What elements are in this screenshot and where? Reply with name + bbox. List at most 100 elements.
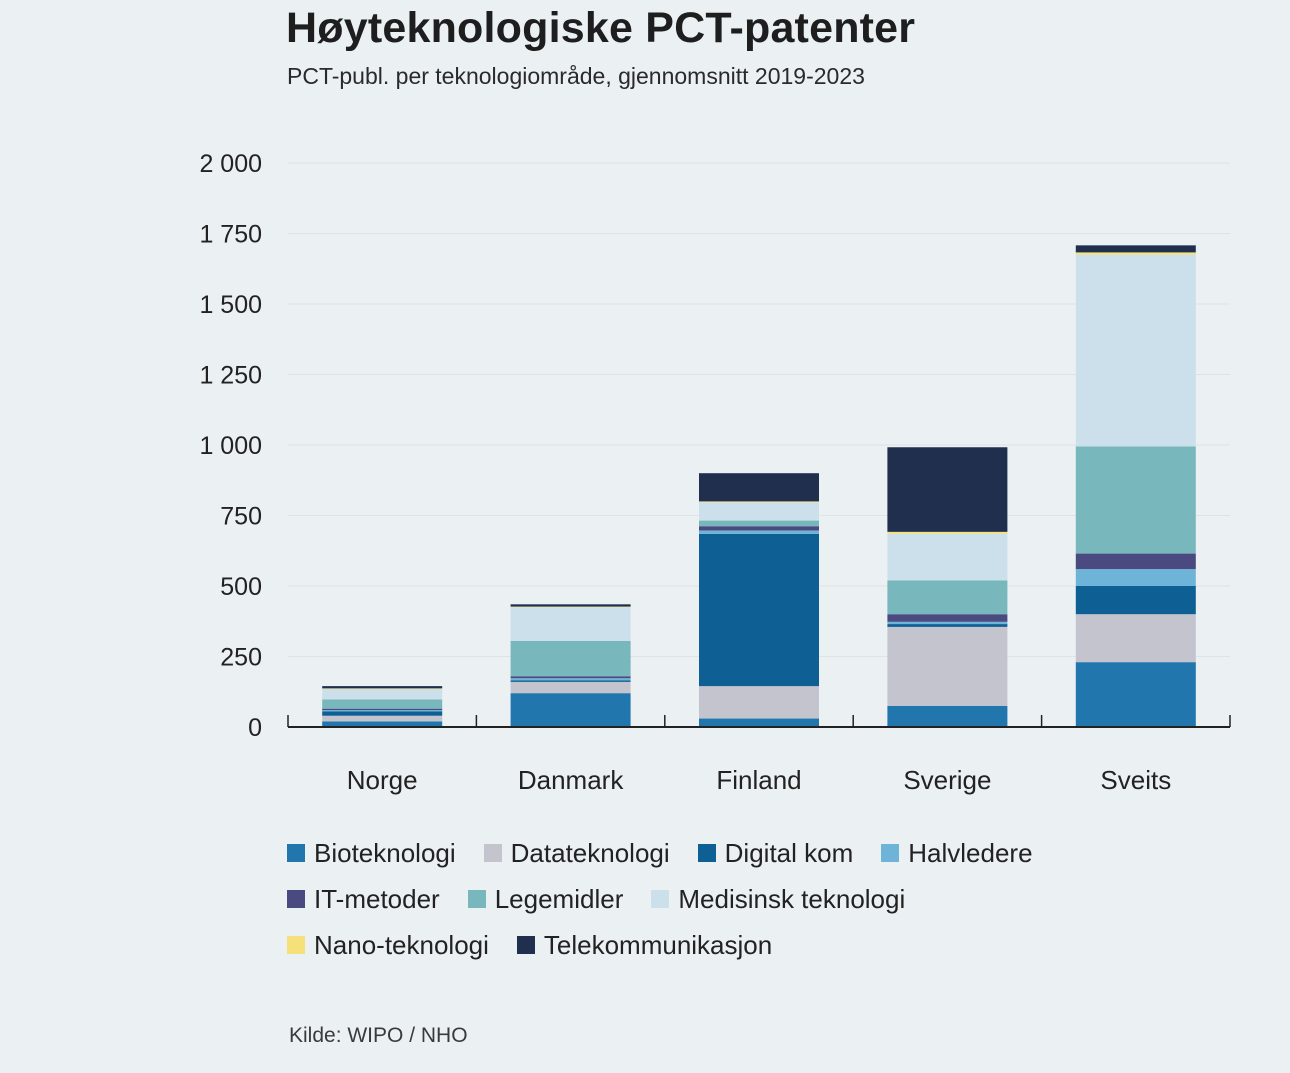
legend-swatch (697, 844, 716, 862)
y-tick-label: 1 000 (199, 432, 262, 460)
y-tick-label: 750 (220, 503, 262, 531)
x-axis (287, 715, 1231, 728)
bars (322, 245, 1196, 727)
bar-stack (1075, 245, 1196, 727)
bar-segment (510, 606, 631, 608)
x-category-label: Sveits (1100, 765, 1171, 795)
legend-swatch (287, 936, 305, 954)
legend-swatch (483, 844, 502, 862)
y-tick-label: 1 750 (199, 221, 262, 249)
bar-segment (322, 715, 443, 722)
x-category-label: Finland (716, 765, 801, 795)
x-category-label: Sverige (903, 765, 991, 795)
bar-segment (510, 604, 631, 607)
legend: Bioteknologi Datateknologi Digital kom Halv… (287, 830, 1187, 968)
bar-segment (1075, 254, 1196, 447)
bar-segment (1075, 586, 1196, 615)
bar-segment (322, 721, 443, 727)
bar-segment (887, 705, 1008, 727)
bar-segment (699, 526, 819, 531)
legend-row: IT-metoder Legemidler Medisinsk teknologi (287, 876, 1187, 922)
y-tick-label: 500 (220, 573, 262, 601)
bar-segment (510, 693, 631, 727)
bar-segment (1075, 245, 1196, 253)
legend-label: Halvledere (908, 837, 1033, 868)
bar-segment (322, 699, 443, 709)
legend-item: Halvledere (881, 837, 1033, 869)
legend-item: Telekommunikasjon (516, 929, 773, 961)
y-tick-label: 250 (220, 644, 262, 672)
source-note: Kilde: WIPO / NHO (289, 1024, 468, 1047)
legend-row: Bioteknologi Datateknologi Digital kom Halv… (287, 830, 1187, 876)
legend-label: Medisinsk teknologi (678, 883, 906, 914)
bar-segment (1075, 252, 1196, 255)
legend-label: Telekommunikasjon (543, 929, 773, 960)
bar-segment (887, 614, 1008, 622)
legend-row: Nano-teknologi Telekommunikasjon (287, 922, 1187, 968)
legend-swatch (651, 890, 670, 908)
legend-item: Legemidler (467, 883, 624, 915)
legend-label: Datateknologi (510, 837, 670, 868)
y-tick-label: 0 (248, 714, 262, 742)
legend-swatch (467, 890, 486, 908)
bar-stack (887, 447, 1008, 727)
legend-item: Nano-teknologi (287, 930, 489, 961)
bar-segment (699, 520, 819, 527)
bar-segment (510, 680, 631, 682)
legend-item: Datateknologi (483, 837, 670, 869)
bar-segment (322, 710, 443, 712)
legend-swatch (287, 890, 305, 908)
bar-segment (1075, 662, 1196, 727)
bar-segment (322, 711, 443, 716)
y-tick-label: 2 000 (199, 150, 262, 178)
x-category-label: Norge (347, 765, 418, 795)
legend-swatch (287, 844, 305, 862)
bar-stack (510, 604, 631, 727)
legend-label: Bioteknologi (314, 837, 456, 868)
bar-segment (699, 686, 819, 719)
bar-segment (887, 531, 1008, 534)
legend-item: Medisinsk teknologi (651, 884, 905, 915)
x-category-label: Danmark (518, 765, 624, 795)
bar-segment (887, 533, 1008, 581)
y-tick-label: 1 500 (199, 291, 262, 319)
bar-segment (887, 624, 1008, 627)
bar-segment (1075, 614, 1196, 663)
legend-swatch (516, 936, 535, 954)
bar-segment (887, 580, 1008, 615)
bar-segment (322, 686, 443, 689)
bar-segment (510, 607, 631, 641)
legend-item: Digital kom (697, 837, 854, 869)
bar-segment (699, 502, 819, 521)
bar-segment (887, 626, 1008, 706)
bar-segment (699, 473, 819, 502)
x-axis-labels: Norge Danmark Finland Sverige Sveits (347, 765, 1171, 795)
bar-stack (322, 686, 443, 727)
bar-segment (887, 447, 1008, 532)
chart-subtitle: PCT-publ. per teknologiområde, gjennomsn… (287, 63, 865, 89)
y-axis-ticks: 0 250 500 750 1 000 1 250 1 500 1 750 2 000 (199, 150, 262, 742)
bar-segment (322, 708, 443, 711)
bar-segment (1075, 553, 1196, 570)
legend-label: Nano-teknologi (314, 929, 489, 960)
legend-label: Digital kom (724, 837, 854, 868)
bar-segment (699, 718, 819, 727)
chart-title: Høyteknologiske PCT-patenter (286, 4, 916, 52)
y-tick-label: 1 250 (199, 362, 262, 390)
bar-segment (1075, 446, 1196, 554)
legend-swatch (881, 844, 900, 862)
legend-label: Legemidler (494, 883, 624, 914)
bar-segment (510, 676, 631, 679)
bar-segment (510, 681, 631, 694)
bar-segment (887, 621, 1008, 625)
bar-segment (510, 640, 631, 677)
bar-segment (699, 501, 819, 503)
bar-stack (699, 473, 819, 727)
bar-segment (510, 678, 631, 681)
bar-segment (322, 688, 443, 689)
bar-segment (699, 533, 819, 687)
legend-label: IT-metoder (314, 883, 440, 914)
bar-segment (699, 530, 819, 534)
legend-item: IT-metoder (287, 884, 440, 915)
bar-segment (1075, 569, 1196, 586)
